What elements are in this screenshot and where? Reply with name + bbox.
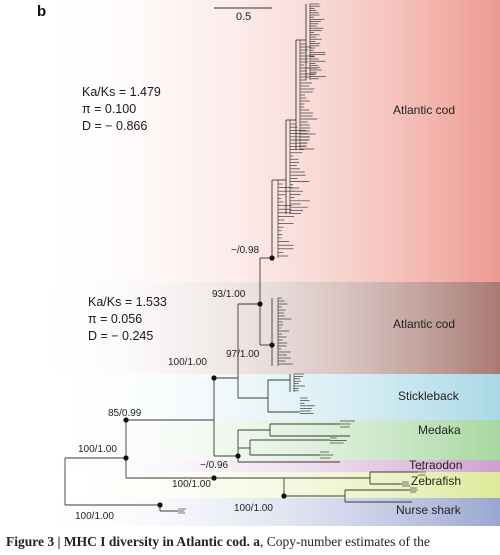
stat-ka-ks-upper: Ka/Ks = 1.479: [82, 85, 161, 99]
support-label: −/0.96: [200, 460, 229, 471]
node-dot: [211, 375, 217, 381]
support-label: 100/1.00: [168, 357, 207, 368]
support-node-dots: [123, 255, 287, 508]
stat-d-lower: D = − 0.245: [88, 329, 154, 343]
clade-label-atlantic-cod-lower: Atlantic cod: [393, 317, 456, 331]
node-dot: [235, 453, 241, 459]
clade-label-medaka: Medaka: [418, 423, 461, 437]
tree-tips: [178, 3, 426, 514]
node-dot: [269, 342, 275, 348]
band-nurse-shark: [30, 498, 500, 526]
node-dot: [281, 493, 287, 499]
band-atlantic-cod-upper: [30, 0, 500, 282]
node-dot: [269, 255, 275, 261]
support-label: 100/1.00: [234, 503, 273, 514]
node-dot: [123, 417, 129, 423]
caption-title: Figure 3 | MHC I diversity in Atlantic c…: [6, 534, 250, 549]
tree-branches: [64, 4, 418, 512]
node-dot: [123, 455, 129, 461]
stat-pi-lower: π = 0.056: [88, 312, 143, 326]
stat-d-upper: D = − 0.866: [82, 119, 148, 133]
support-label: 93/1.00: [212, 289, 246, 300]
clade-label-tetraodon: Tetraodon: [409, 458, 463, 472]
node-dot: [257, 301, 263, 307]
band-stickleback: [30, 374, 500, 420]
caption-part-label: a: [253, 534, 260, 549]
support-label: 100/1.00: [78, 444, 117, 455]
support-label: 85/0.99: [108, 408, 142, 419]
clade-label-nurse-shark: Nurse shark: [396, 503, 461, 517]
figure-caption: Figure 3 | MHC I diversity in Atlantic c…: [6, 534, 430, 550]
clade-label-stickleback: Stickleback: [398, 389, 459, 403]
support-label: 100/1.00: [75, 511, 114, 522]
stat-ka-ks-lower: Ka/Ks = 1.533: [88, 295, 167, 309]
clade-label-zebrafish: Zebrafish: [411, 474, 462, 488]
support-label: −/0.98: [231, 245, 260, 256]
band-atlantic-cod-lower: [30, 282, 500, 374]
phylogeny-figure: b 0.5 Ka/Ks = 1.479 π = 0.100 D = − 0.86…: [30, 0, 500, 526]
caption-text: , Copy-number estimates of the: [259, 534, 430, 549]
clade-label-atlantic-cod-upper: Atlantic cod: [393, 103, 456, 117]
support-label: 100/1.00: [172, 479, 211, 490]
node-dot: [211, 475, 217, 481]
band-zebrafish: [30, 472, 500, 498]
phylogenetic-tree: [30, 0, 500, 526]
scale-bar-label: 0.5: [236, 11, 252, 23]
panel-label: b: [37, 3, 47, 20]
node-dot: [157, 502, 163, 508]
stat-pi-upper: π = 0.100: [82, 102, 137, 116]
support-label: 97/1.00: [226, 349, 260, 360]
band-tetraodon: [30, 460, 500, 472]
